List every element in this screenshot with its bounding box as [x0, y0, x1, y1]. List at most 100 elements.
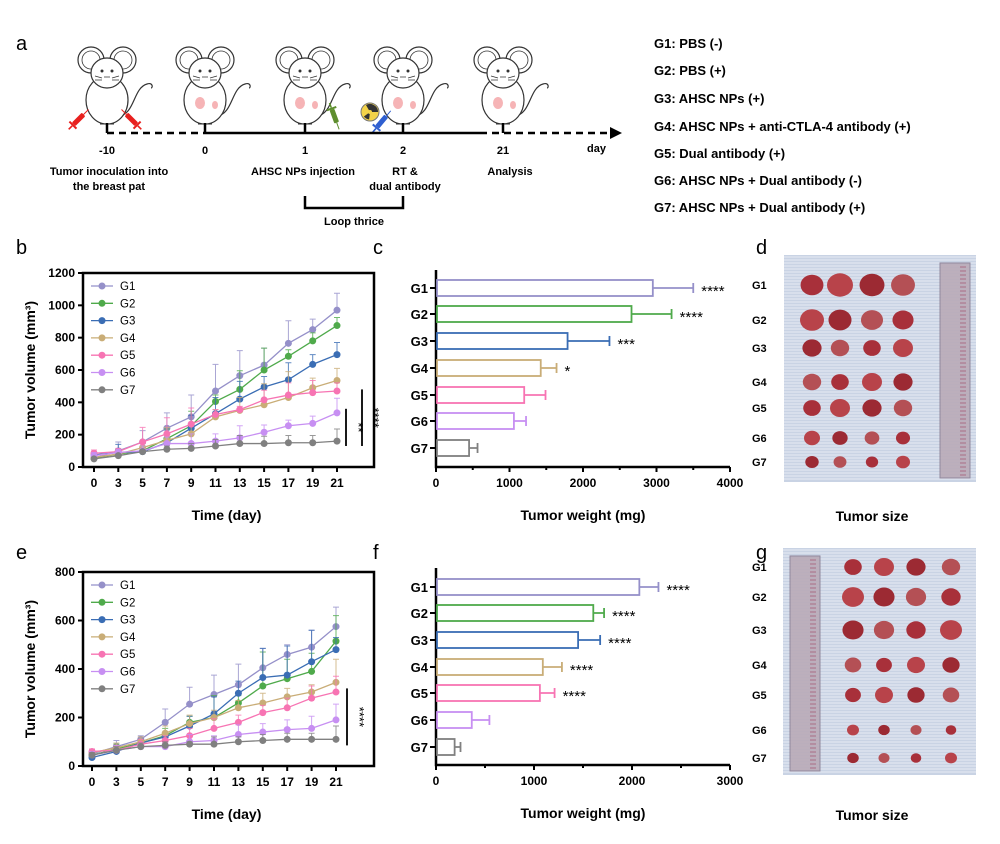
data-point [161, 741, 169, 749]
bar-G1 [436, 279, 654, 297]
mouse-icon [77, 46, 153, 125]
tumor [864, 431, 880, 445]
data-point [308, 667, 316, 675]
bar-G5 [436, 684, 541, 702]
tumor [876, 657, 892, 673]
data-point [161, 737, 169, 745]
legend-label: G6 [120, 667, 135, 679]
data-point [137, 743, 145, 751]
error-bar [639, 582, 660, 592]
legend-label: G2 [120, 597, 135, 609]
group-legend-item: G1: PBS (-) [654, 36, 723, 51]
tumor [830, 339, 850, 357]
data-point [333, 377, 341, 385]
data-point [212, 410, 219, 418]
data-point [161, 729, 169, 737]
event-inoculation: the breast pat [73, 181, 145, 193]
data-point [332, 716, 340, 724]
y-tick-label: G3 [411, 633, 428, 648]
data-point [309, 389, 317, 397]
tumor [847, 752, 859, 764]
panel-label-a: a [16, 33, 28, 55]
tumor [832, 431, 848, 445]
data-point [309, 439, 317, 447]
data-point [309, 326, 317, 334]
y-tick-label: G4 [411, 361, 429, 376]
tumor [802, 339, 822, 357]
data-point [260, 396, 268, 404]
data-point [234, 738, 242, 746]
data-point [284, 352, 292, 360]
data-point [161, 718, 169, 726]
significance-label: **** [608, 635, 632, 652]
series-G1 [88, 606, 340, 758]
group-legend-item: G3: AHSC NPs (+) [654, 91, 764, 106]
y-tick-label: 800 [55, 331, 75, 345]
data-point [309, 419, 317, 427]
error-bar [212, 363, 219, 392]
error-bar [284, 645, 291, 676]
row-label: G5 [752, 403, 767, 415]
legend-label: G5 [120, 649, 135, 661]
chart-e-tumor-volume: 0 200 400 600 800 0 3 5 7 9 11 13 15 17 19 21 Time (day)… [22, 565, 376, 822]
error-bar [261, 347, 268, 370]
x-tick-label: 0 [433, 476, 440, 490]
event-rt: RT & [392, 166, 418, 178]
x-tick-label: 13 [233, 476, 247, 490]
day-label: 21 [497, 145, 509, 157]
significance-label: **** [570, 662, 594, 679]
data-point [332, 688, 340, 696]
row-label: G4 [752, 660, 768, 672]
mouse-icon [275, 46, 351, 125]
tumor [863, 340, 881, 356]
tumor [941, 588, 961, 606]
error-bar [631, 309, 673, 319]
significance-label: **** [666, 582, 690, 599]
tumor [844, 559, 862, 575]
y-tick-label: 400 [55, 395, 75, 409]
y-tick-label: 600 [55, 614, 75, 628]
series-G7 [88, 725, 340, 759]
error-bar [539, 688, 556, 698]
data-point [210, 724, 218, 732]
tumor [892, 310, 914, 330]
data-point [236, 406, 244, 414]
row-label: G2 [752, 592, 767, 604]
significance-label: **** [367, 408, 382, 428]
data-point [163, 440, 171, 448]
y-tick-label: 200 [55, 711, 75, 725]
radiation-icon [360, 102, 380, 122]
legend-marker [98, 351, 106, 359]
tumor [896, 455, 910, 469]
tumor-spots [195, 97, 516, 109]
y-tick-label: 200 [55, 428, 75, 442]
y-tick-label: G5 [411, 388, 428, 403]
day-label: 1 [302, 145, 308, 157]
chart-f-tumor-weight: 0 1000 2000 3000 Tumor weight (mg) G1 **** G2 **… [411, 568, 744, 821]
tumor [842, 587, 864, 607]
tumor [827, 273, 853, 297]
group-legend-item: G5: Dual antibody (+) [654, 146, 785, 161]
bar-G7 [436, 738, 456, 756]
significance-label: **** [352, 707, 367, 727]
data-point [284, 439, 292, 447]
tumor [940, 620, 962, 640]
y-axis-title: Tumor volume (mm³) [22, 301, 38, 439]
photo-caption-g: Tumor size [836, 807, 909, 823]
x-axis-title: Tumor weight (mg) [521, 805, 646, 821]
tumor [862, 399, 882, 417]
tumor-photo-g: G1 G2 G3 G4 G5 G6 G7 [752, 548, 976, 775]
data-point [259, 673, 267, 681]
data-point [284, 422, 292, 430]
x-tick-label: 0 [89, 775, 96, 789]
error-bar [333, 615, 339, 642]
x-tick-label: 3 [115, 476, 122, 490]
data-point [333, 437, 341, 445]
tumor [942, 687, 960, 703]
x-tick-label: 21 [330, 476, 344, 490]
bar-G4 [436, 359, 542, 377]
legend-marker [98, 633, 106, 641]
treatment-timeline: -10 0 1 2 21 day Tumor inoculation into … [50, 46, 622, 228]
y-tick-label: G7 [411, 441, 428, 456]
